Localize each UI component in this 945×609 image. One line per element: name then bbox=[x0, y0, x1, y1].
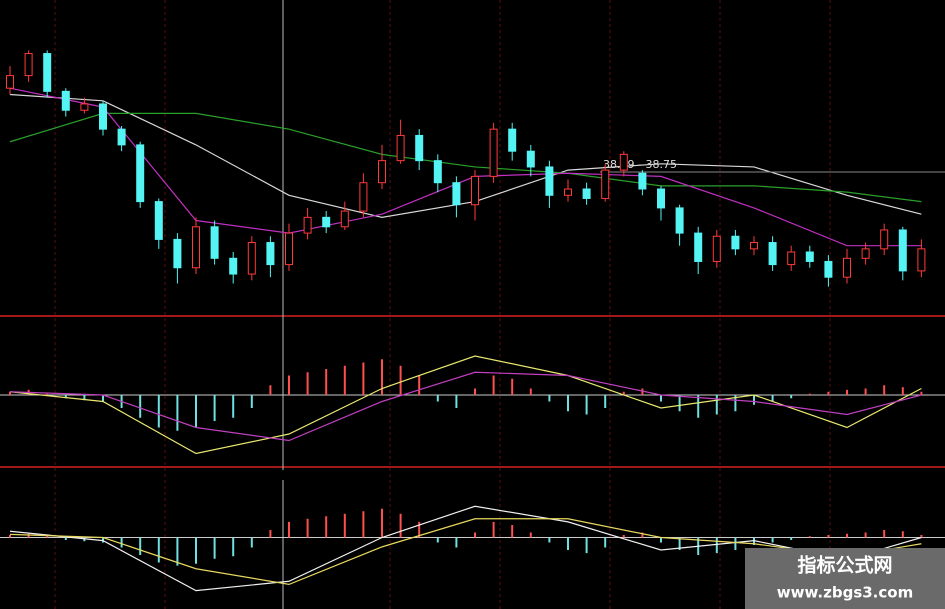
candle-body bbox=[80, 103, 89, 111]
candle-body bbox=[824, 260, 833, 278]
candle-body bbox=[861, 248, 870, 259]
candle-body bbox=[452, 182, 461, 206]
candle-body bbox=[247, 242, 256, 275]
candle-body bbox=[657, 188, 665, 209]
candle-body bbox=[694, 232, 703, 262]
candle-body bbox=[303, 216, 312, 234]
price-label: 38.79 - 38.75 bbox=[603, 158, 677, 171]
candle-body bbox=[638, 172, 647, 190]
candle-body bbox=[471, 175, 479, 206]
candle-body bbox=[6, 75, 14, 89]
candle-body bbox=[750, 242, 758, 250]
candle-body bbox=[154, 201, 163, 240]
line-series bbox=[9, 518, 922, 585]
candle-body bbox=[322, 216, 331, 228]
candle-body bbox=[843, 257, 851, 278]
candle-body bbox=[898, 229, 907, 272]
candle-body bbox=[396, 134, 405, 162]
candle-body bbox=[266, 242, 275, 266]
candle-body bbox=[136, 144, 145, 203]
candle-body bbox=[340, 210, 349, 228]
candle-body bbox=[545, 166, 554, 196]
watermark-box bbox=[745, 548, 945, 609]
candle-body bbox=[880, 229, 889, 250]
watermark: 指标公式网 www.zbgs3.com bbox=[745, 548, 945, 609]
candle-body bbox=[917, 248, 926, 272]
candle-body bbox=[378, 160, 386, 184]
candle-body bbox=[712, 235, 721, 262]
candle-body bbox=[433, 160, 442, 184]
candle-body bbox=[192, 226, 200, 269]
candle-body bbox=[43, 53, 52, 92]
candle-body bbox=[601, 169, 610, 199]
candle-body bbox=[24, 53, 33, 77]
candle-body bbox=[787, 251, 796, 266]
plot: 38.79 - 38.75 bbox=[0, 50, 945, 592]
candle-body bbox=[582, 188, 591, 199]
watermark-title: 指标公式网 bbox=[797, 554, 892, 577]
candle-body bbox=[526, 150, 535, 168]
candle-body bbox=[415, 134, 424, 162]
line-series bbox=[9, 112, 922, 203]
candle-body bbox=[564, 188, 572, 196]
candle-body bbox=[359, 182, 368, 212]
candle-body bbox=[805, 251, 814, 262]
candle-body bbox=[117, 128, 126, 146]
candle-body bbox=[731, 235, 740, 250]
candle-body bbox=[768, 242, 777, 266]
candle-body bbox=[99, 103, 107, 130]
watermark-url: www.zbgs3.com bbox=[777, 584, 913, 602]
candle-body bbox=[675, 207, 684, 234]
candle-body bbox=[508, 128, 517, 152]
candle-body bbox=[61, 90, 70, 111]
line-series bbox=[9, 371, 922, 442]
candle-body bbox=[229, 257, 238, 275]
candle-body bbox=[619, 153, 628, 171]
candle-body bbox=[489, 128, 498, 177]
candle-body bbox=[173, 238, 182, 269]
candle-body bbox=[285, 232, 293, 266]
line-series bbox=[9, 505, 922, 592]
candle-body bbox=[210, 226, 219, 259]
